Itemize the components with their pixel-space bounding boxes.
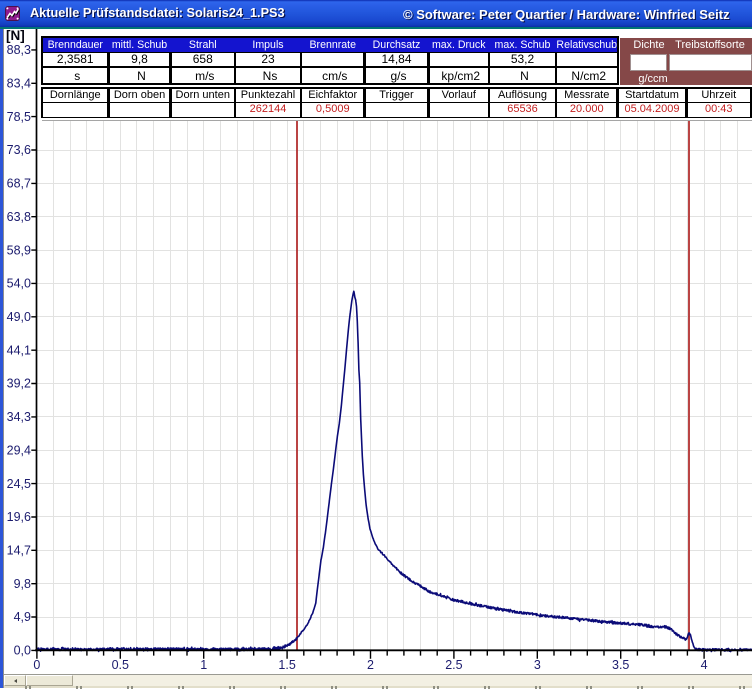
svg-text:3.5: 3.5 — [612, 658, 629, 672]
svg-text:1: 1 — [200, 658, 207, 672]
svg-text:49,0: 49,0 — [7, 310, 31, 324]
svg-text:54,0: 54,0 — [7, 277, 31, 291]
svg-text:44,1: 44,1 — [7, 343, 31, 357]
svg-text:39,2: 39,2 — [7, 377, 31, 391]
svg-text:68,7: 68,7 — [7, 177, 31, 191]
svg-text:3: 3 — [534, 658, 541, 672]
svg-text:4,9: 4,9 — [14, 610, 31, 624]
svg-text:63,8: 63,8 — [7, 210, 31, 224]
svg-text:29,4: 29,4 — [7, 443, 31, 457]
svg-text:4: 4 — [701, 658, 708, 672]
svg-text:1.5: 1.5 — [278, 658, 295, 672]
svg-text:0: 0 — [33, 658, 40, 672]
svg-text:14,7: 14,7 — [7, 544, 31, 558]
svg-text:24,5: 24,5 — [7, 477, 31, 491]
svg-text:34,3: 34,3 — [7, 410, 31, 424]
svg-text:78,5: 78,5 — [7, 110, 31, 124]
svg-text:83,4: 83,4 — [7, 77, 31, 91]
svg-text:88,3: 88,3 — [7, 43, 31, 57]
svg-text:2: 2 — [367, 658, 374, 672]
svg-text:0.5: 0.5 — [112, 658, 129, 672]
svg-text:2.5: 2.5 — [445, 658, 462, 672]
svg-text:9,8: 9,8 — [14, 577, 31, 591]
svg-text:19,6: 19,6 — [7, 510, 31, 524]
svg-text:58,9: 58,9 — [7, 243, 31, 257]
svg-text:73,6: 73,6 — [7, 143, 31, 157]
svg-text:0,0: 0,0 — [14, 644, 31, 658]
